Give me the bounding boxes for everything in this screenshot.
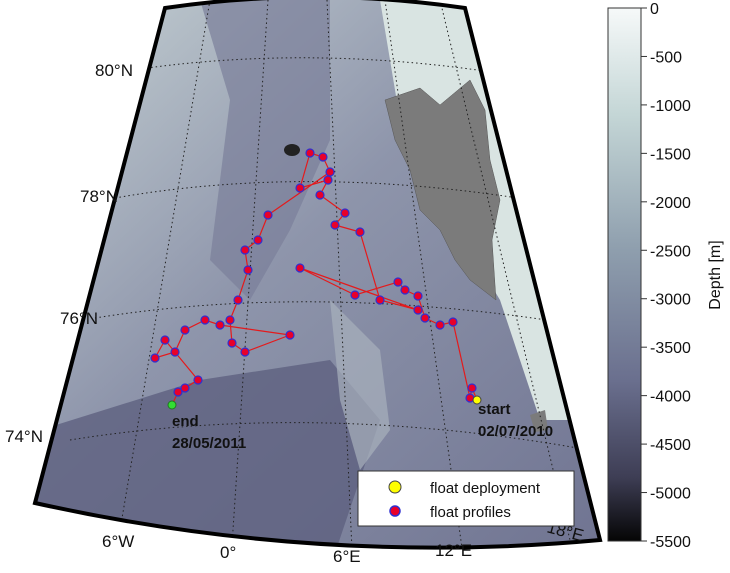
lon-label: 0° [220,543,236,562]
colorbar-tick-label: -5500 [650,534,691,551]
lat-label: 80°N [95,61,133,80]
colorbar-tick-label: 0 [650,1,659,18]
legend-entry: float profiles [430,504,511,521]
colorbar-tick-label: -3500 [650,340,691,357]
annotation: 28/05/2011 [172,435,246,452]
lat-label: 74°N [5,427,43,446]
map-frame [32,0,603,550]
colorbar-tick-label: -3000 [650,292,691,309]
colorbar-tick-label: -5000 [650,486,691,503]
colorbar-tick-label: -2500 [650,243,691,260]
legend-entry: float deployment [430,480,541,497]
colorbar-tick-label: -4000 [650,389,691,406]
colorbar: Depth [m] 0 -500 -1000 -1500 -2000 -2500 -3000… [607,1,724,551]
lon-label: 12°E [435,541,472,560]
lon-label: 6°E [333,547,361,566]
colorbar-label: Depth [m] [707,240,724,309]
annotation: 02/07/2010 [478,423,553,440]
legend-marker [388,480,402,494]
annotation: start [478,401,511,418]
colorbar-tick-label: -1500 [650,146,691,163]
lat-label: 76°N [60,309,98,328]
colorbar-tick-label: -4500 [650,437,691,454]
legend: float deployment float profiles [357,470,575,527]
colorbar-tick-label: -1000 [650,98,691,115]
lon-label: 6°W [102,532,134,551]
colorbar-tick-label: -500 [650,49,682,66]
colorbar-tick-label: -2000 [650,195,691,212]
legend-marker [389,505,401,517]
annotation: end [172,413,199,430]
lat-label: 78°N [80,187,118,206]
colorbar-scale [607,7,642,542]
